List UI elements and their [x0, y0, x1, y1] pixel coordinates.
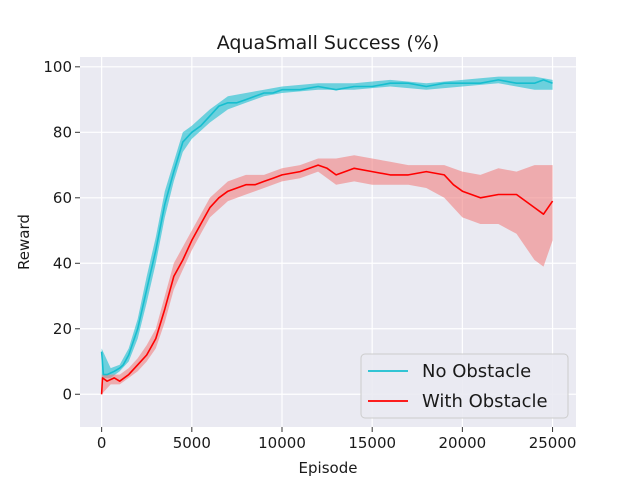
with-obstacle-band — [101, 155, 553, 395]
x-tick-label: 25000 — [529, 434, 577, 452]
y-tick-label: 100 — [43, 58, 72, 76]
y-axis-label: Reward — [15, 214, 33, 270]
y-tick-label: 40 — [53, 254, 72, 272]
legend: No Obstacle With Obstacle — [360, 353, 569, 419]
legend-label-no-obstacle: No Obstacle — [422, 361, 531, 382]
x-tick-label: 5000 — [173, 434, 211, 452]
x-tick-label: 10000 — [258, 434, 306, 452]
x-axis-label: Episode — [299, 459, 358, 477]
chart-title: AquaSmall Success (%) — [217, 32, 440, 54]
y-tick-label: 60 — [53, 189, 72, 207]
legend-label-with-obstacle: With Obstacle — [422, 391, 548, 412]
no-obstacle-line — [100, 79, 553, 376]
x-tick-label: 20000 — [439, 434, 487, 452]
confidence-bands — [101, 76, 553, 395]
y-axis-ticks: 0 20 40 60 80 100 — [43, 58, 80, 403]
y-tick-label: 80 — [53, 123, 72, 141]
x-tick-label: 15000 — [348, 434, 396, 452]
x-axis-ticks: 0 5000 10000 15000 20000 25000 — [97, 427, 577, 452]
y-tick-label: 0 — [62, 385, 72, 403]
legend-box — [360, 353, 569, 419]
x-tick-label: 0 — [97, 434, 107, 452]
y-tick-label: 20 — [53, 320, 72, 338]
series-lines — [100, 79, 554, 395]
with-obstacle-line — [100, 164, 554, 395]
